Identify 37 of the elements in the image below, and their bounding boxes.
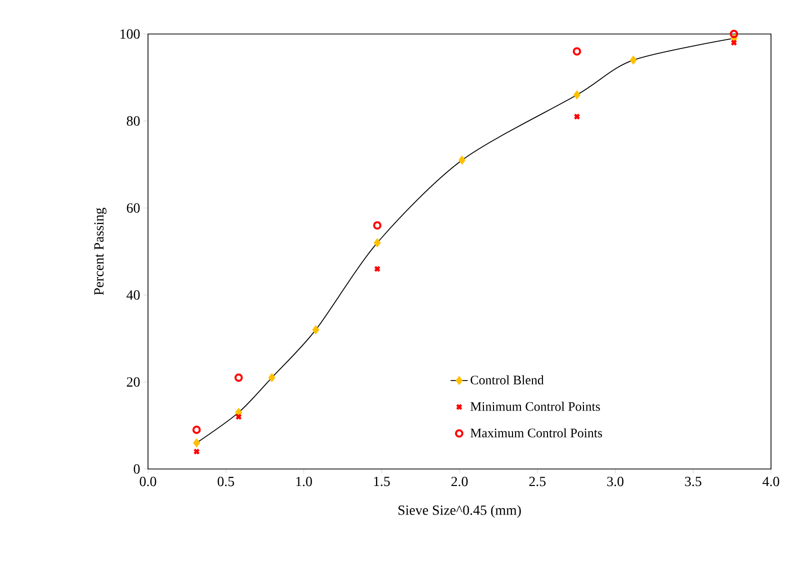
- x-tick-label: 0.5: [218, 476, 234, 486]
- point: [374, 266, 381, 272]
- x-axis-title: Sieve Size^0.45 (mm): [398, 505, 521, 518]
- x-tick-label: 2.0: [451, 476, 468, 486]
- legend-label: Control Blend: [470, 375, 544, 384]
- x-tick-label: 0.0: [140, 476, 156, 486]
- point: [234, 373, 243, 382]
- y-tick-label: 100: [120, 29, 140, 39]
- legend-label: Minimum Control Points: [470, 402, 600, 411]
- y-axis-title: Percent Passing: [94, 208, 106, 296]
- point: [268, 373, 276, 382]
- x-tick-label: 3.0: [607, 476, 624, 486]
- point: [312, 325, 320, 334]
- point: [192, 426, 201, 434]
- point: [373, 221, 382, 230]
- x-tick-label: 4.0: [762, 476, 780, 486]
- y-tick-label: 20: [126, 377, 140, 387]
- y-tick-label: 0: [134, 464, 140, 474]
- legend-label: Maximum Control Points: [470, 428, 602, 438]
- point: [235, 413, 242, 420]
- point: [458, 156, 466, 165]
- x-tick-label: 1.5: [374, 476, 390, 486]
- point: [574, 113, 580, 120]
- y-tick-label: 60: [126, 203, 140, 213]
- point: [572, 47, 582, 56]
- point: [730, 39, 738, 46]
- x-tick-label: 1.0: [296, 476, 312, 486]
- point: [630, 56, 637, 65]
- x-tick-label: 2.5: [529, 476, 546, 486]
- point: [374, 238, 381, 248]
- point: [193, 438, 200, 448]
- point: [193, 448, 200, 455]
- point: [730, 30, 738, 38]
- y-tick-label: 40: [126, 290, 140, 300]
- y-tick-label: 80: [126, 116, 140, 126]
- x-tick-label: 3.5: [685, 476, 702, 486]
- point: [574, 90, 580, 100]
